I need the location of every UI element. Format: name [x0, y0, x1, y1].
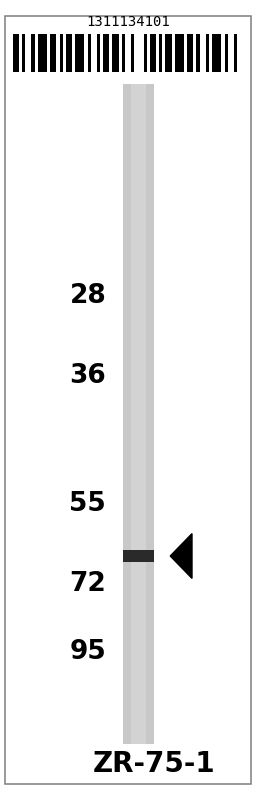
Bar [123, 550, 154, 562]
Bar [59, 34, 63, 72]
Text: 28: 28 [69, 283, 106, 309]
Bar [66, 34, 72, 72]
Bar [50, 34, 56, 72]
Bar [123, 84, 154, 744]
Polygon shape [170, 534, 192, 578]
Text: 55: 55 [69, 491, 106, 517]
Bar [38, 34, 47, 72]
Bar [234, 34, 237, 72]
Text: 36: 36 [69, 363, 106, 389]
Bar [122, 34, 125, 72]
Bar [165, 34, 172, 72]
Bar [13, 34, 19, 72]
Bar [97, 34, 100, 72]
Bar [187, 34, 193, 72]
Text: 95: 95 [69, 639, 106, 665]
Bar [103, 34, 109, 72]
Bar [212, 34, 221, 72]
Bar [175, 34, 184, 72]
Bar [75, 34, 84, 72]
Bar [131, 34, 134, 72]
Bar [206, 34, 209, 72]
Bar [159, 34, 162, 72]
Bar [144, 34, 147, 72]
Text: 1311134101: 1311134101 [86, 15, 170, 30]
Bar [131, 84, 146, 744]
Bar [150, 34, 156, 72]
Bar [31, 34, 35, 72]
Bar [88, 34, 91, 72]
Text: 72: 72 [69, 571, 106, 597]
Text: ZR-75-1: ZR-75-1 [92, 750, 215, 778]
Bar [225, 34, 228, 72]
Bar [112, 34, 119, 72]
Bar [22, 34, 25, 72]
Bar [197, 34, 200, 72]
